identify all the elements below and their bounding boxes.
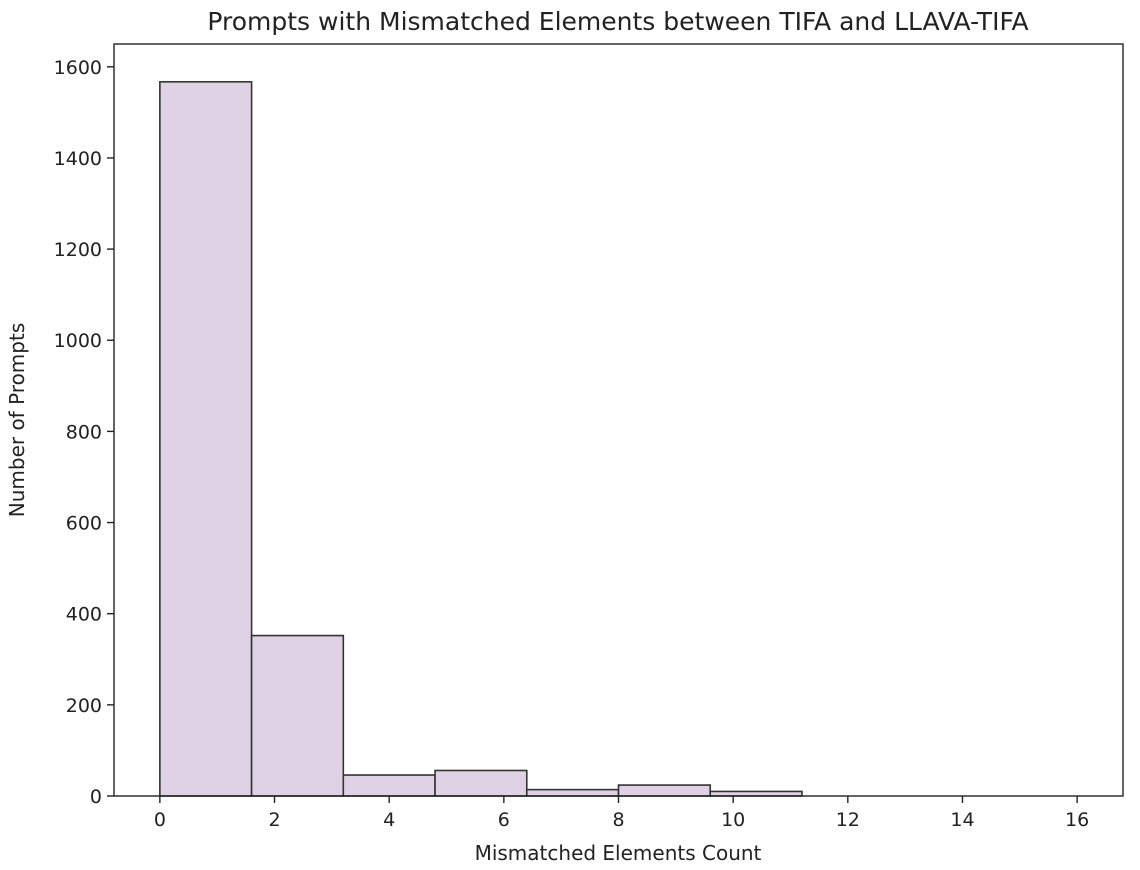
y-tick-label: 0 xyxy=(90,786,102,808)
y-tick-label: 400 xyxy=(66,604,102,626)
bars-group xyxy=(159,81,803,797)
x-tick-label: 0 xyxy=(154,809,166,831)
x-tick-label: 14 xyxy=(950,809,974,831)
histogram-bar xyxy=(342,774,436,797)
y-axis-ticks: 0 200 400 600 800 1000 1200 1400 1600 xyxy=(54,57,114,808)
x-tick-label: 4 xyxy=(383,809,395,831)
y-tick-label: 1200 xyxy=(54,239,102,261)
x-tick-label: 2 xyxy=(268,809,280,831)
histogram-bar xyxy=(617,784,712,797)
x-tick-label: 8 xyxy=(612,809,624,831)
chart-title: Prompts with Mismatched Elements between… xyxy=(207,7,1028,36)
x-tick-label: 10 xyxy=(721,809,745,831)
y-tick-label: 1000 xyxy=(54,330,102,352)
y-tick-label: 800 xyxy=(66,421,102,443)
y-axis-label: Number of Prompts xyxy=(5,323,29,518)
x-tick-label: 16 xyxy=(1065,809,1089,831)
y-tick-label: 1600 xyxy=(54,57,102,79)
y-tick-label: 600 xyxy=(66,513,102,535)
x-axis-ticks: 0 2 4 6 8 10 12 14 16 xyxy=(154,796,1089,831)
x-tick-label: 12 xyxy=(836,809,860,831)
x-axis-label: Mismatched Elements Count xyxy=(475,841,762,865)
x-tick-label: 6 xyxy=(498,809,510,831)
y-tick-label: 1400 xyxy=(54,148,102,170)
y-tick-label: 200 xyxy=(66,695,102,717)
histogram-bar xyxy=(159,81,253,797)
histogram-bar xyxy=(525,788,620,797)
histogram-bar xyxy=(250,634,345,797)
histogram-bar xyxy=(434,769,528,797)
